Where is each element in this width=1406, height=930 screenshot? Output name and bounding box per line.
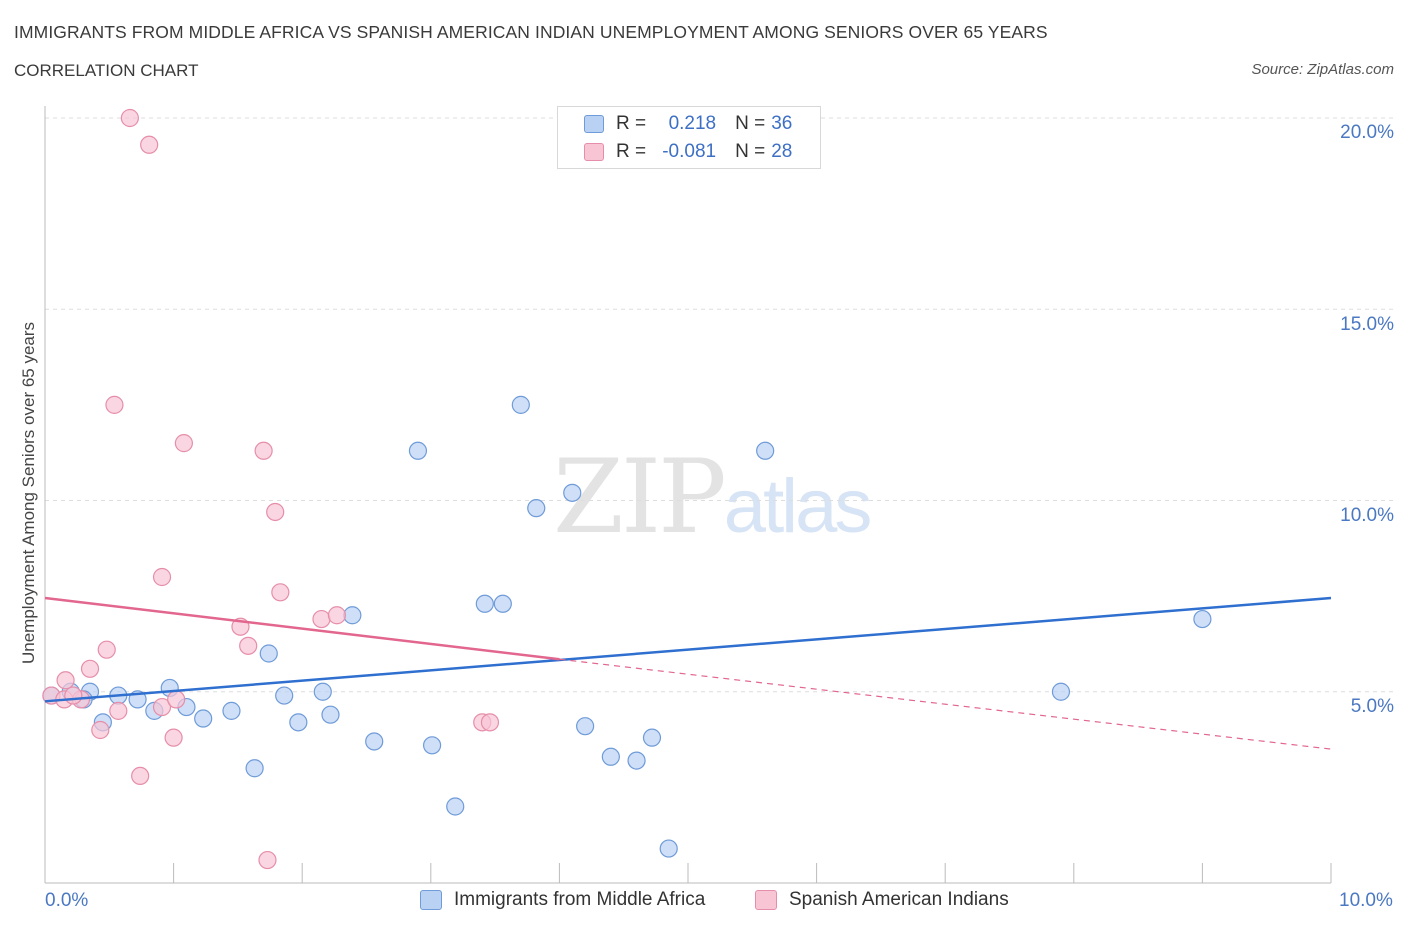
trend-line-pink xyxy=(44,596,560,661)
data-point-blue xyxy=(511,395,530,414)
data-point-pink xyxy=(91,720,110,740)
data-point-pink xyxy=(164,728,183,747)
watermark-zip: ZIP xyxy=(553,438,727,557)
legend-row-pink: R = -0.081 N = 28 xyxy=(584,141,792,163)
legend-r-value-blue: 0.218 xyxy=(668,113,717,134)
series-label-blue: Immigrants from Middle Africa xyxy=(454,889,706,910)
legend-swatch-pink xyxy=(584,143,604,161)
data-point-blue xyxy=(321,705,340,724)
trend-line-blue xyxy=(44,596,1332,703)
chart-subtitle: CORRELATION CHART xyxy=(14,61,199,80)
series-legend-blue: Immigrants from Middle Africa xyxy=(420,889,705,911)
data-point-pink xyxy=(109,701,128,720)
data-point-pink xyxy=(480,713,500,732)
data-point-pink xyxy=(64,686,83,705)
data-point-blue xyxy=(289,713,308,732)
data-point-pink xyxy=(258,850,277,870)
data-point-pink xyxy=(80,659,100,678)
legend-n-label-pink: N = xyxy=(735,141,766,162)
data-point-blue xyxy=(365,732,384,751)
legend-row-blue: R = 0.218 N = 36 xyxy=(584,113,792,135)
data-point-pink xyxy=(152,697,172,717)
data-point-blue xyxy=(408,441,428,460)
data-point-blue xyxy=(313,682,332,701)
data-point-pink xyxy=(174,434,193,453)
series-swatch-blue xyxy=(420,890,442,910)
data-point-blue xyxy=(627,751,646,770)
trend-line-pink-extension xyxy=(559,658,1332,750)
correlation-legend: R = 0.218 N = 36 R = -0.081 N = 28 xyxy=(557,106,821,169)
data-point-blue xyxy=(343,606,362,625)
x-tick-label-min: 0.0% xyxy=(45,890,89,911)
data-point-pink xyxy=(105,395,124,414)
data-point-blue xyxy=(642,728,662,747)
y-tick-label-5: 5.0% xyxy=(1350,696,1394,717)
data-point-blue xyxy=(493,594,512,613)
legend-r-label-blue: R = xyxy=(616,113,647,134)
data-point-blue xyxy=(194,709,213,728)
data-point-blue xyxy=(275,686,294,705)
legend-swatch-blue xyxy=(584,115,604,133)
data-point-pink xyxy=(312,609,331,629)
data-point-pink xyxy=(327,606,347,625)
legend-n-value-blue: 36 xyxy=(771,113,793,134)
data-point-blue xyxy=(259,644,278,663)
data-point-blue xyxy=(563,483,582,502)
data-point-pink xyxy=(254,441,273,460)
series-legend-pink: Spanish American Indians xyxy=(755,889,1009,911)
data-point-blue xyxy=(1051,682,1071,701)
data-point-blue xyxy=(245,759,264,778)
y-tick-label-10: 10.0% xyxy=(1340,505,1394,526)
data-point-pink xyxy=(56,671,75,690)
source-credit: Source: ZipAtlas.com xyxy=(1251,61,1394,78)
series-label-pink: Spanish American Indians xyxy=(789,889,1009,910)
data-point-pink xyxy=(266,502,285,522)
y-axis-label: Unemployment Among Seniors over 65 years xyxy=(19,321,38,665)
data-point-blue xyxy=(659,839,678,858)
data-point-pink xyxy=(239,636,258,655)
watermark: ZIPatlas xyxy=(553,438,873,557)
data-point-blue xyxy=(422,736,442,755)
series-swatch-pink xyxy=(755,890,777,910)
data-point-pink xyxy=(271,583,290,602)
data-point-pink xyxy=(152,567,172,587)
data-point-pink xyxy=(120,108,139,128)
data-point-blue xyxy=(756,441,775,460)
data-point-pink xyxy=(97,640,116,659)
watermark-atlas: atlas xyxy=(723,464,873,549)
legend-n-label-blue: N = xyxy=(735,113,766,134)
data-point-blue xyxy=(222,701,241,720)
x-tick-label-max: 10.0% xyxy=(1339,890,1393,911)
data-point-pink xyxy=(167,690,186,709)
data-point-pink xyxy=(131,766,150,786)
chart-title: IMMIGRANTS FROM MIDDLE AFRICA VS SPANISH… xyxy=(14,22,1048,42)
data-point-blue xyxy=(1193,609,1212,629)
y-tick-label-20: 20.0% xyxy=(1340,122,1394,143)
legend-r-label-pink: R = xyxy=(616,141,647,162)
data-point-blue xyxy=(576,717,595,736)
legend-r-value-pink: -0.081 xyxy=(662,141,717,162)
data-point-blue xyxy=(446,797,465,816)
y-tick-label-15: 15.0% xyxy=(1340,314,1394,335)
data-point-blue xyxy=(475,594,494,613)
data-point-blue xyxy=(527,499,546,518)
legend-n-value-pink: 28 xyxy=(771,141,793,162)
data-point-pink xyxy=(140,135,159,154)
data-point-blue xyxy=(601,747,620,766)
